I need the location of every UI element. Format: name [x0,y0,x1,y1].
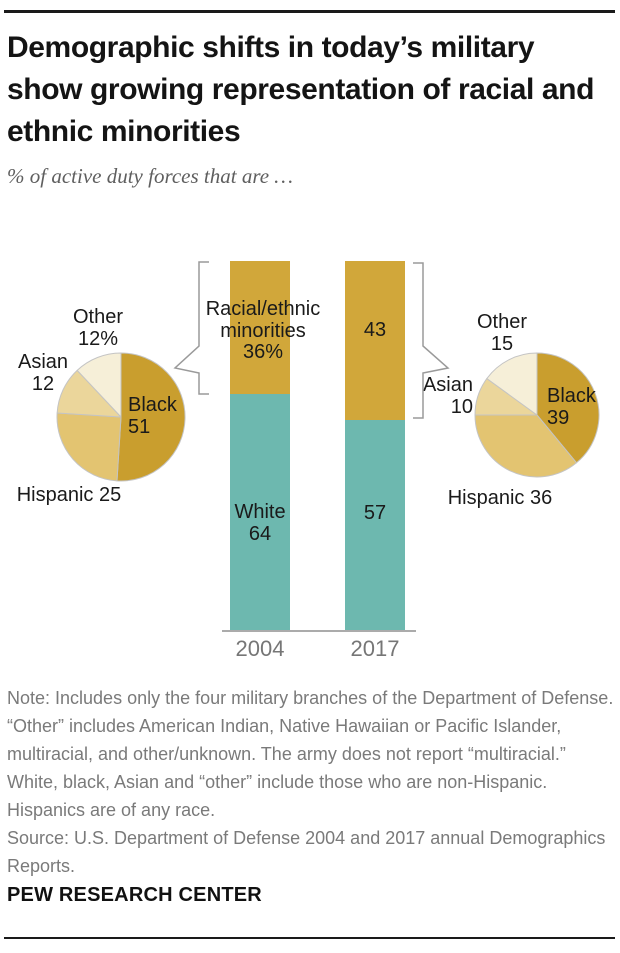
source-text: Source: U.S. Department of Defense 2004 … [7,828,606,876]
chart-area: 2004 2017 Racial/ethnic minorities 36% W… [0,255,620,675]
note-text: Note: Includes only the four military br… [7,688,614,820]
label-white-2017: 57 [363,502,387,524]
pie-2004 [56,352,186,482]
pie-2017-label-hispanic: Hispanic 36 [447,487,553,509]
label-minorities-2017: 43 [363,319,387,341]
pie-2017-label-black: Black 39 [547,385,596,429]
pie-2017-label-asian: Asian 10 [422,374,473,418]
bar-segment-white-2017 [345,419,405,630]
pie-2004-label-black: Black 51 [128,394,177,438]
pie-slice-hispanic [474,414,578,478]
top-divider [4,10,615,13]
stacked-bar-2004 [230,261,290,630]
x-axis-label-2017: 2017 [350,636,400,661]
page-title: Demographic shifts in today’s military s… [7,31,595,148]
footnote-block: Note: Includes only the four military br… [7,684,615,880]
chart-subtitle: % of active duty forces that are … [7,164,293,188]
x-axis-label-2004: 2004 [235,636,285,661]
pie-2004-label-other: Other 12% [72,306,124,350]
bar-segment-minorities-2004 [230,261,290,394]
pie-slice-hispanic [56,412,122,482]
pie-slice-other [486,352,538,416]
pie-2004-label-asian: Asian 12 [17,351,69,395]
stacked-bar-2017 [345,261,405,630]
pie-slice-black [536,352,600,464]
x-axis-line [222,630,416,632]
pie-2004-label-hispanic: Hispanic 25 [16,484,122,506]
bottom-divider [4,937,615,939]
pie-2017 [474,352,600,478]
bar-segment-minorities-2017 [345,261,405,420]
pew-research-center-wordmark: PEW RESEARCH CENTER [7,884,262,906]
label-minorities-2004: Racial/ethnic minorities 36% [205,298,321,363]
label-white-2004: White 64 [234,501,286,545]
bar-segment-white-2004 [230,393,290,630]
pie-slice-other [76,352,122,418]
pie-2017-label-other: Other 15 [476,311,528,355]
pie-slice-black [116,352,186,482]
